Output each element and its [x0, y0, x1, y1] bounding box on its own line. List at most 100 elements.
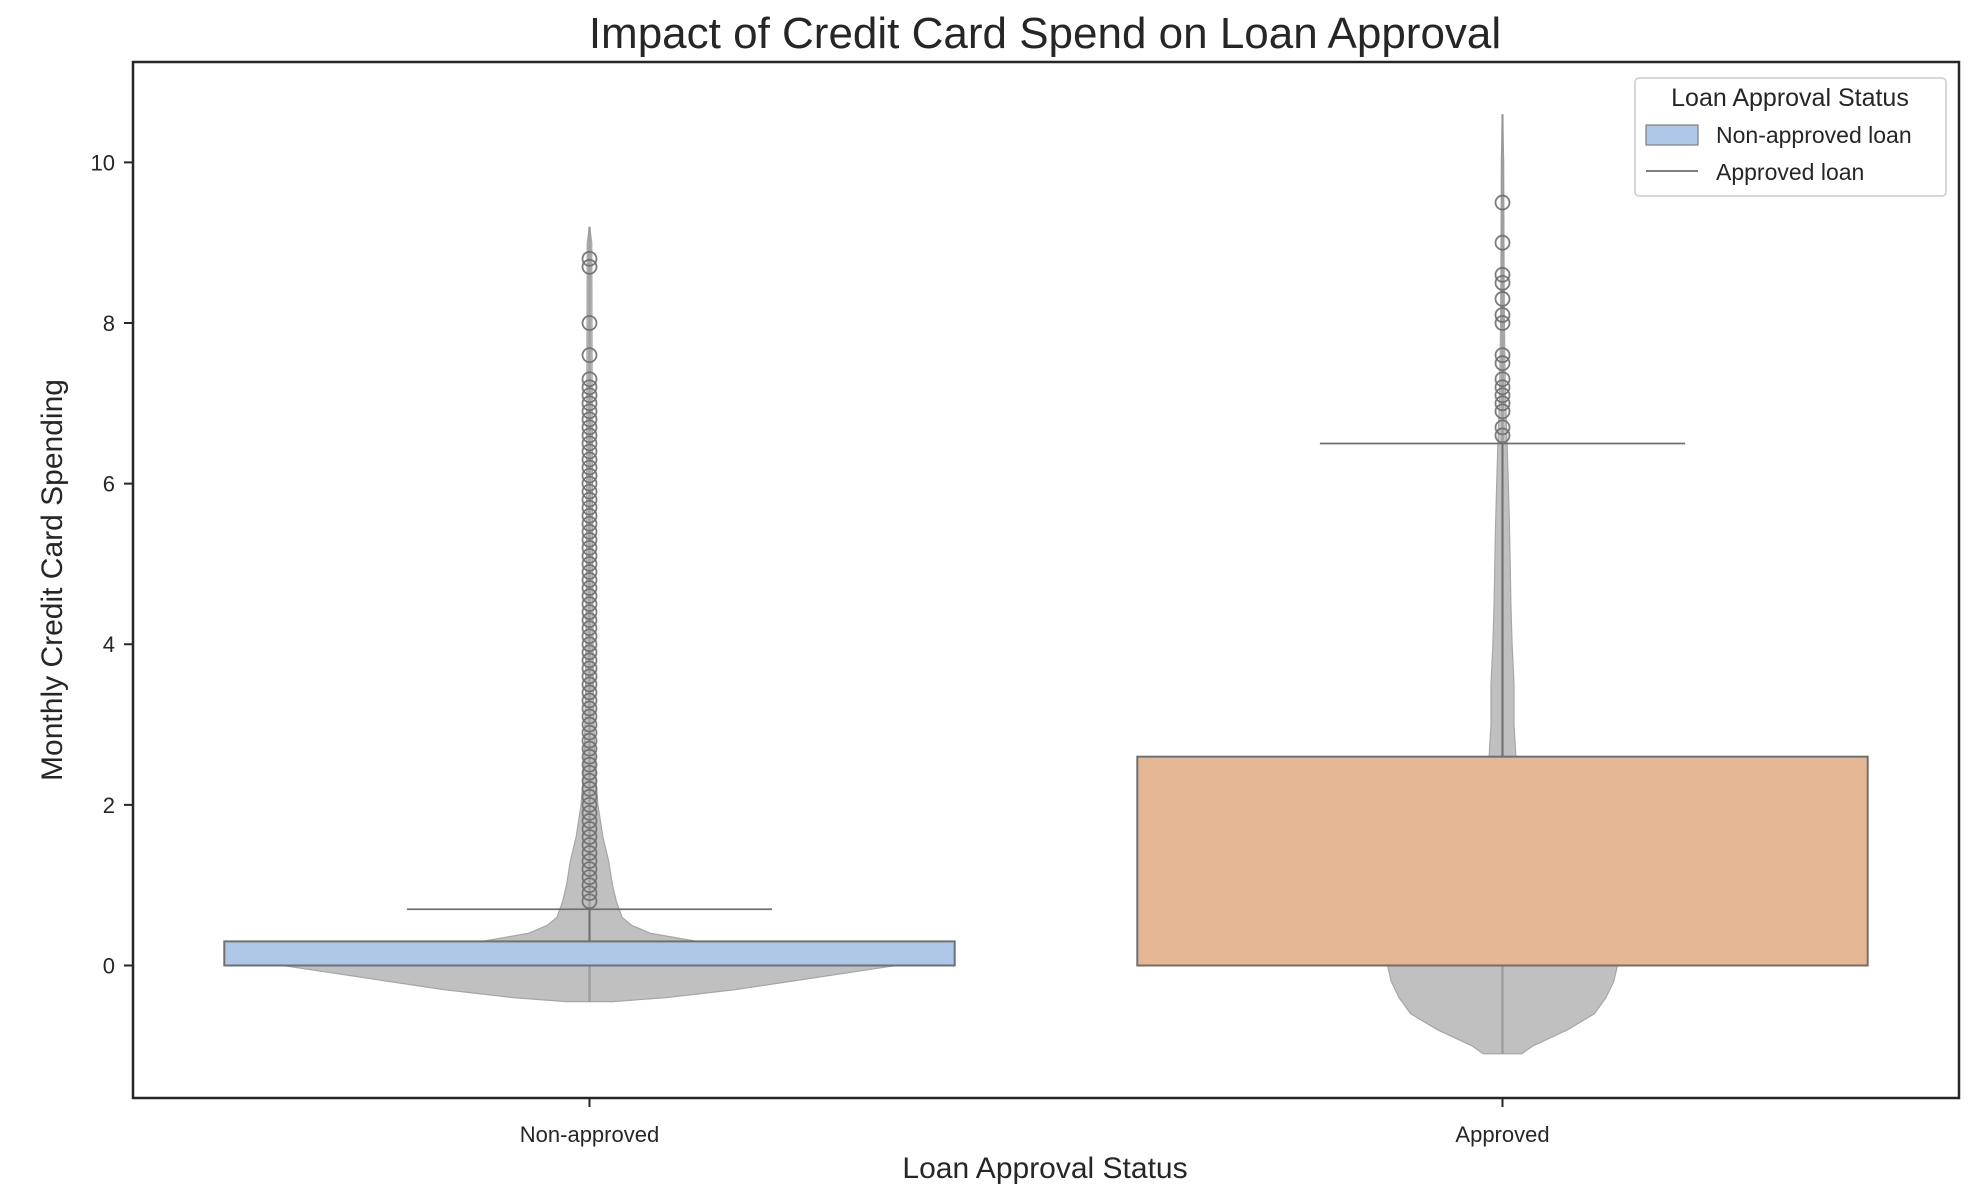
outlier-point-non-approved: [581, 620, 598, 637]
outlier-point-non-approved: [581, 796, 598, 813]
outlier-point-non-approved: [581, 861, 598, 878]
outlier-point-non-approved: [581, 748, 598, 765]
outlier-point-non-approved: [581, 347, 598, 364]
outlier-point-non-approved: [581, 780, 598, 797]
outlier-layer: [581, 194, 1511, 910]
y-tick-label-0: 0: [103, 953, 115, 978]
outlier-point-non-approved: [581, 475, 598, 492]
outlier-point-non-approved: [581, 764, 598, 781]
outlier-point-non-approved: [581, 604, 598, 621]
outlier-point-approved: [1494, 194, 1511, 211]
outlier-point-non-approved: [581, 548, 598, 564]
outlier-point-non-approved: [581, 877, 598, 894]
box-layer: [223, 442, 1869, 967]
outlier-point-non-approved: [581, 756, 598, 773]
y-axis: 0 2 4 6 8 10: [91, 150, 133, 978]
plot-frame: [131, 60, 1961, 1100]
box-approved: [1136, 755, 1869, 967]
outlier-point-non-approved: [581, 556, 598, 572]
outlier-point-non-approved: [581, 636, 598, 653]
legend-frame: [1634, 77, 1947, 197]
outlier-point-non-approved: [581, 612, 598, 629]
y-tick-label-4: 4: [103, 632, 115, 657]
x-tick-label-non-approved: Non-approved: [520, 1122, 659, 1147]
legend-patch-non-approved: [1645, 124, 1699, 146]
outlier-point-non-approved: [581, 652, 598, 669]
y-tick-label-10: 10: [91, 150, 115, 175]
y-tick-label-2: 2: [103, 793, 115, 818]
legend-title: Loan Approval Status: [1671, 84, 1909, 112]
outlier-point-non-approved: [581, 893, 598, 910]
outlier-point-non-approved: [581, 588, 598, 604]
outlier-point-non-approved: [581, 804, 598, 821]
outlier-point-approved: [1494, 291, 1511, 307]
outlier-point-non-approved: [581, 700, 598, 717]
outlier-point-approved: [1494, 347, 1511, 364]
outlier-point-non-approved: [581, 387, 598, 404]
outlier-point-approved: [1494, 274, 1511, 291]
outlier-point-approved: [1494, 315, 1511, 331]
outlier-point-non-approved: [581, 676, 598, 693]
outlier-point-approved: [1494, 307, 1511, 323]
y-tick-label-8: 8: [103, 311, 115, 336]
outlier-point-non-approved: [581, 596, 598, 612]
outlier-point-non-approved: [581, 580, 598, 596]
x-tick-label-approved: Approved: [1455, 1122, 1549, 1147]
outlier-point-non-approved: [581, 684, 598, 701]
legend-label-approved: Approved loan: [1716, 159, 1864, 185]
outlier-point-non-approved: [581, 821, 598, 837]
outlier-point-non-approved: [581, 451, 598, 468]
outlier-point-non-approved: [581, 443, 598, 460]
outlier-point-non-approved: [581, 740, 598, 757]
legend: Loan Approval Status Non-approved loan A…: [1634, 77, 1947, 197]
outlier-point-non-approved: [581, 531, 598, 548]
outlier-point-non-approved: [581, 491, 598, 508]
outlier-point-approved: [1494, 395, 1511, 412]
outlier-point-non-approved: [581, 250, 598, 267]
outlier-point-approved: [1494, 355, 1511, 372]
outlier-point-non-approved: [581, 395, 598, 412]
outlier-point-non-approved: [581, 379, 598, 396]
plot-area: [131, 60, 1961, 1100]
outlier-point-non-approved: [581, 507, 598, 524]
outlier-point-non-approved: [581, 403, 598, 420]
legend-label-non-approved: Non-approved loan: [1716, 122, 1912, 148]
outlier-point-non-approved: [581, 515, 598, 532]
outlier-point-non-approved: [581, 467, 598, 484]
outlier-point-approved: [1494, 234, 1511, 251]
outlier-point-non-approved: [581, 869, 598, 886]
outlier-point-non-approved: [581, 459, 598, 476]
y-axis-label: Monthly Credit Card Spending: [36, 379, 69, 781]
outlier-point-approved: [1494, 266, 1511, 283]
outlier-point-approved: [1494, 419, 1511, 436]
outlier-point-non-approved: [581, 523, 598, 540]
outlier-point-non-approved: [581, 772, 598, 789]
outlier-point-non-approved: [581, 564, 598, 580]
outlier-point-non-approved: [581, 411, 598, 428]
outlier-point-non-approved: [581, 419, 598, 436]
outlier-point-non-approved: [581, 813, 598, 829]
outlier-point-non-approved: [581, 315, 598, 331]
outlier-point-non-approved: [581, 716, 598, 733]
outlier-point-non-approved: [581, 668, 598, 685]
outlier-point-non-approved: [581, 853, 598, 869]
outlier-point-non-approved: [581, 724, 598, 741]
outlier-point-non-approved: [581, 427, 598, 444]
chart-title: Impact of Credit Card Spend on Loan Appr…: [589, 9, 1501, 58]
outlier-point-non-approved: [581, 845, 598, 861]
outlier-point-non-approved: [581, 692, 598, 709]
outlier-point-non-approved: [581, 435, 598, 452]
outlier-point-non-approved: [581, 660, 598, 677]
outlier-point-non-approved: [581, 708, 598, 725]
outlier-point-approved: [1494, 379, 1511, 396]
outlier-point-non-approved: [581, 572, 598, 588]
outlier-point-approved: [1494, 371, 1511, 388]
box-non-approved: [223, 940, 956, 967]
outlier-point-non-approved: [581, 628, 598, 645]
outlier-point-approved: [1494, 387, 1511, 404]
x-axis: Non-approved Approved: [520, 1098, 1550, 1147]
outlier-point-non-approved: [581, 788, 598, 805]
outlier-point-non-approved: [581, 837, 598, 853]
outlier-point-non-approved: [581, 829, 598, 845]
